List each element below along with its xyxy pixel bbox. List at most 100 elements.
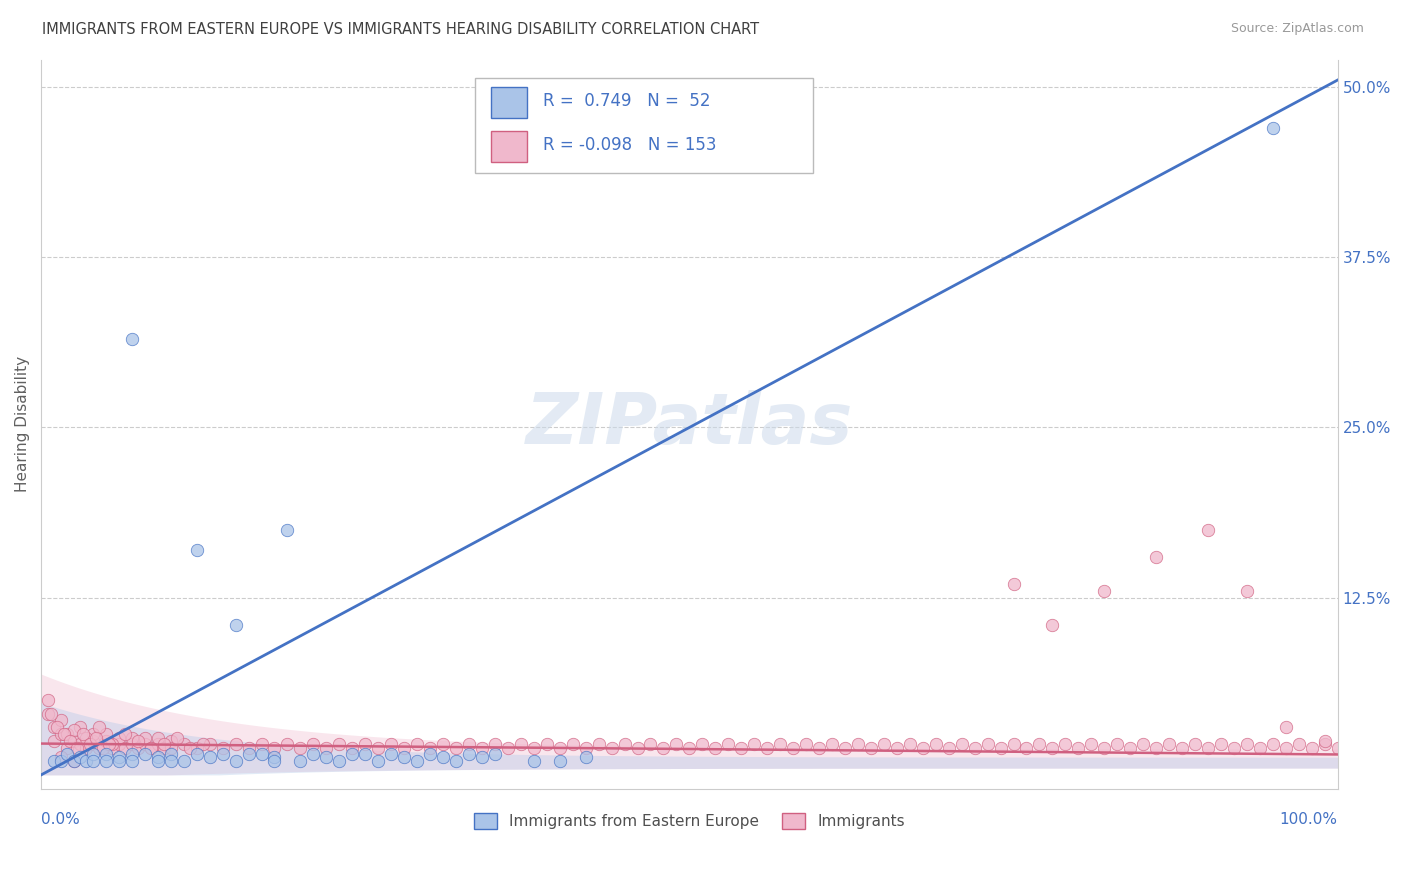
Point <box>62 754 84 768</box>
Point <box>121 747 143 762</box>
Point <box>89 740 111 755</box>
Point <box>1301 740 1323 755</box>
Point <box>84 731 107 745</box>
Point <box>354 747 377 762</box>
Text: Source: ZipAtlas.com: Source: ZipAtlas.com <box>1230 22 1364 36</box>
Point <box>588 737 610 751</box>
Point <box>302 737 325 751</box>
Point <box>193 737 215 751</box>
Point <box>600 740 623 755</box>
Point <box>159 740 181 755</box>
Point <box>1042 740 1064 755</box>
Point <box>471 740 494 755</box>
Point <box>1261 120 1284 135</box>
Point <box>121 737 143 751</box>
Point <box>328 737 350 751</box>
Point <box>342 747 364 762</box>
Point <box>97 737 120 751</box>
Point <box>1261 737 1284 751</box>
Point <box>1067 740 1090 755</box>
Point <box>561 737 583 751</box>
Point <box>225 754 247 768</box>
FancyBboxPatch shape <box>491 131 527 161</box>
Point <box>548 754 571 768</box>
Point <box>186 740 208 755</box>
Point <box>742 737 765 751</box>
Point <box>166 731 188 745</box>
Y-axis label: Hearing Disability: Hearing Disability <box>15 356 30 492</box>
Point <box>94 754 117 768</box>
Point <box>575 750 598 764</box>
Point <box>79 737 101 751</box>
Point <box>153 737 176 751</box>
Point <box>1119 740 1142 755</box>
Point <box>1028 737 1050 751</box>
Point <box>794 737 817 751</box>
Point <box>42 754 65 768</box>
Point <box>263 754 285 768</box>
Point <box>1015 740 1038 755</box>
Point <box>342 740 364 755</box>
FancyBboxPatch shape <box>475 78 813 172</box>
Point <box>121 754 143 768</box>
Point <box>37 706 59 721</box>
Point <box>146 731 169 745</box>
Point <box>211 747 233 762</box>
Point <box>1144 740 1167 755</box>
Point <box>704 740 727 755</box>
Point <box>250 747 273 762</box>
Point <box>873 737 896 751</box>
Point <box>41 706 63 721</box>
Point <box>49 754 72 768</box>
Point <box>458 747 481 762</box>
Point <box>56 727 79 741</box>
Point <box>782 740 804 755</box>
Point <box>290 754 312 768</box>
Point <box>94 747 117 762</box>
Point <box>367 754 389 768</box>
Point <box>898 737 921 751</box>
Point <box>692 737 714 751</box>
Point <box>101 740 124 755</box>
Point <box>432 737 454 751</box>
Point <box>1132 737 1154 751</box>
Point <box>225 737 247 751</box>
Point <box>1274 740 1296 755</box>
Point <box>76 740 98 755</box>
Point <box>769 737 792 751</box>
Point <box>127 740 149 755</box>
Point <box>276 737 298 751</box>
Point <box>1092 740 1115 755</box>
Point <box>238 747 260 762</box>
Point <box>990 740 1012 755</box>
Point <box>911 740 934 755</box>
Point <box>458 737 481 751</box>
Point <box>93 740 115 755</box>
Point <box>548 740 571 755</box>
Point <box>62 754 84 768</box>
Point <box>1002 737 1025 751</box>
Point <box>72 727 94 741</box>
Point <box>82 754 104 768</box>
Point <box>471 750 494 764</box>
Point <box>159 754 181 768</box>
Point <box>238 740 260 755</box>
Point <box>186 747 208 762</box>
Point <box>198 737 221 751</box>
Point <box>1313 737 1336 751</box>
Point <box>62 723 84 737</box>
Point <box>380 737 402 751</box>
Point <box>114 727 136 741</box>
Text: ZIPatlas: ZIPatlas <box>526 390 853 458</box>
Point <box>45 720 67 734</box>
Text: R =  0.749   N =  52: R = 0.749 N = 52 <box>543 92 710 110</box>
Point <box>328 754 350 768</box>
Point <box>108 754 131 768</box>
Point <box>1288 737 1310 751</box>
Point <box>846 737 869 751</box>
Point <box>444 740 467 755</box>
Point <box>523 754 546 768</box>
Point <box>509 737 531 751</box>
Point <box>536 737 558 751</box>
Point <box>42 734 65 748</box>
